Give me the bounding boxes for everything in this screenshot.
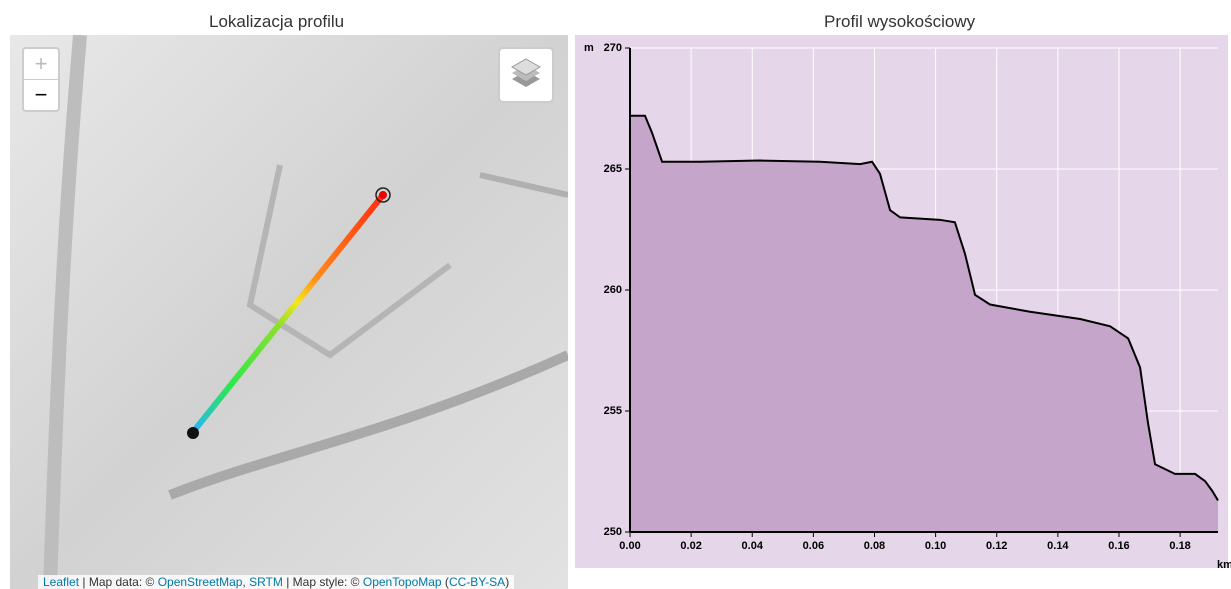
y-tick-label: 270 [604,42,622,54]
y-axis-label: m [584,42,594,54]
attribution-text: | Map data: © [79,575,158,589]
x-tick-label: 0.14 [1047,540,1069,552]
attribution-text: | Map style: © [283,575,363,589]
x-tick-label: 0.02 [680,540,701,552]
map[interactable]: + − Leaflet | Map data: © OpenStreetMap,… [10,35,568,589]
start-marker [187,427,199,439]
profile-area [630,116,1218,532]
layers-control[interactable] [498,47,554,103]
x-axis-label: km [1217,559,1231,571]
y-tick-label: 255 [604,405,622,417]
zoom-in[interactable]: + [24,49,58,79]
attribution-link[interactable]: OpenStreetMap [158,575,243,589]
x-tick-label: 0.04 [742,540,764,552]
profile-line [630,116,1218,501]
x-tick-label: 0.08 [864,540,885,552]
attribution: Leaflet | Map data: © OpenStreetMap, SRT… [38,575,514,589]
map-terrain [10,35,568,589]
attribution-link[interactable]: OpenTopoMap [363,575,442,589]
y-tick-label: 265 [604,163,622,175]
attribution-text: ) [505,575,509,589]
y-tick-label: 250 [604,526,622,538]
end-marker-dot [379,191,387,199]
x-tick-label: 0.00 [619,540,640,552]
x-tick-label: 0.16 [1108,540,1129,552]
page: Profil {"map": {"title": "Lokalizacja pr… [0,0,1231,589]
x-tick-label: 0.10 [925,540,946,552]
y-tick-label: 260 [604,284,622,296]
page-body: Lokalizacja profilu Profil wysokościowy … [0,0,1231,589]
attribution-link[interactable]: Leaflet [43,575,79,589]
x-tick-label: 0.18 [1169,540,1190,552]
x-tick-label: 0.12 [986,540,1007,552]
chart-title: Profil wysokościowy [824,12,975,32]
zoom-control: + − [22,47,60,112]
map-title: Lokalizacja profilu [209,12,344,32]
attribution-text: ( [442,575,449,589]
x-tick-label: 0.06 [803,540,824,552]
attribution-link[interactable]: CC-BY-SA [449,575,505,589]
attribution-link[interactable]: SRTM [249,575,283,589]
layers-icon [500,49,552,101]
zoom-out[interactable]: − [24,79,58,110]
chart-background [575,35,1228,568]
